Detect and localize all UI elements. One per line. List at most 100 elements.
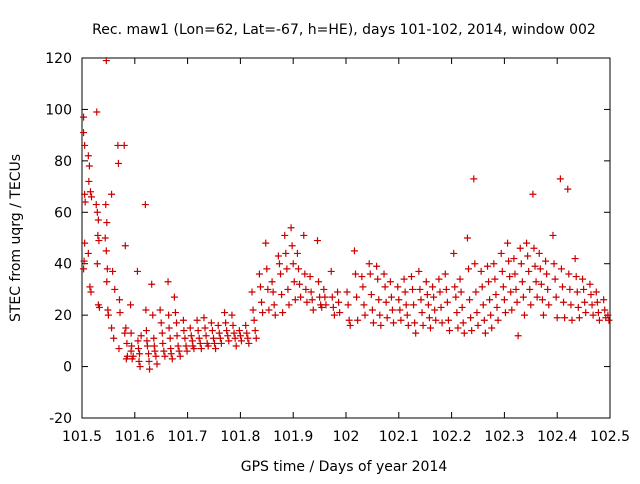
data-point [490, 260, 498, 268]
data-point [358, 273, 366, 281]
data-point [561, 314, 569, 322]
data-point [156, 306, 164, 314]
data-point [313, 237, 321, 245]
data-point [467, 314, 475, 322]
data-point [173, 332, 181, 340]
data-point [524, 252, 532, 260]
data-point [103, 219, 111, 227]
plot-frame [81, 57, 611, 419]
data-point [464, 265, 472, 273]
data-point [477, 267, 485, 275]
data-point [532, 278, 540, 286]
x-tick-label: 102.4 [537, 429, 577, 445]
data-point [136, 350, 144, 358]
data-point [510, 255, 518, 263]
data-point [271, 311, 279, 319]
data-point [336, 309, 344, 317]
data-point [134, 345, 142, 353]
data-point [581, 298, 589, 306]
data-point [552, 293, 560, 301]
data-point [466, 296, 474, 304]
data-point [512, 285, 520, 293]
data-point [551, 275, 559, 283]
data-point [159, 339, 167, 347]
data-point [197, 345, 205, 353]
data-point [180, 327, 188, 335]
data-point [588, 301, 596, 309]
data-point [485, 278, 493, 286]
data-point [353, 293, 361, 301]
data-point [274, 252, 282, 260]
data-point [212, 345, 220, 353]
data-point [121, 242, 129, 250]
data-point [284, 285, 292, 293]
data-point [565, 270, 573, 278]
data-point [539, 311, 547, 319]
data-point [493, 303, 501, 311]
data-point [242, 321, 250, 329]
data-point [148, 280, 156, 288]
data-point [407, 273, 415, 281]
data-point [520, 311, 528, 319]
y-tick-label: 40 [54, 257, 72, 273]
data-point [282, 249, 290, 257]
data-point [558, 283, 566, 291]
data-point [354, 316, 362, 324]
data-point [294, 265, 302, 273]
data-point [360, 301, 368, 309]
data-point [381, 283, 389, 291]
data-point [601, 306, 609, 314]
data-point [277, 270, 285, 278]
data-point [430, 293, 438, 301]
data-point [115, 296, 123, 304]
data-point [80, 129, 88, 137]
data-point [410, 301, 418, 309]
data-point [244, 334, 252, 342]
data-point [142, 327, 150, 335]
data-point [487, 311, 495, 319]
data-point [327, 267, 335, 275]
data-point [289, 260, 297, 268]
data-point [473, 309, 481, 317]
data-point [230, 329, 238, 337]
data-point [81, 198, 89, 206]
data-point [269, 288, 277, 296]
data-point [486, 296, 494, 304]
data-point [484, 262, 492, 270]
data-point [474, 321, 482, 329]
data-point [262, 239, 270, 247]
data-point [403, 311, 411, 319]
data-point [87, 288, 95, 296]
data-point [235, 327, 243, 335]
data-point [445, 327, 453, 335]
data-point [200, 314, 208, 322]
data-point [533, 293, 541, 301]
data-point [121, 329, 129, 337]
data-point [471, 260, 479, 268]
data-point [224, 332, 232, 340]
data-point [380, 270, 388, 278]
data-point [402, 301, 410, 309]
data-point [223, 327, 231, 335]
data-point [134, 337, 142, 345]
x-tick-label: 101.9 [273, 429, 313, 445]
data-point [404, 321, 412, 329]
data-point [259, 309, 267, 317]
data-point [604, 311, 612, 319]
data-point [388, 306, 396, 314]
data-point [544, 285, 552, 293]
data-point [352, 270, 360, 278]
data-point [194, 327, 202, 335]
data-point [488, 324, 496, 332]
data-point [497, 249, 505, 257]
data-point [168, 355, 176, 363]
data-point [114, 141, 122, 149]
data-point [285, 301, 293, 309]
y-tick-label: 120 [45, 51, 72, 67]
data-point [575, 314, 583, 322]
data-point [115, 345, 123, 353]
data-point [417, 296, 425, 304]
data-point [288, 242, 296, 250]
data-point [460, 329, 468, 337]
data-point [256, 283, 264, 291]
